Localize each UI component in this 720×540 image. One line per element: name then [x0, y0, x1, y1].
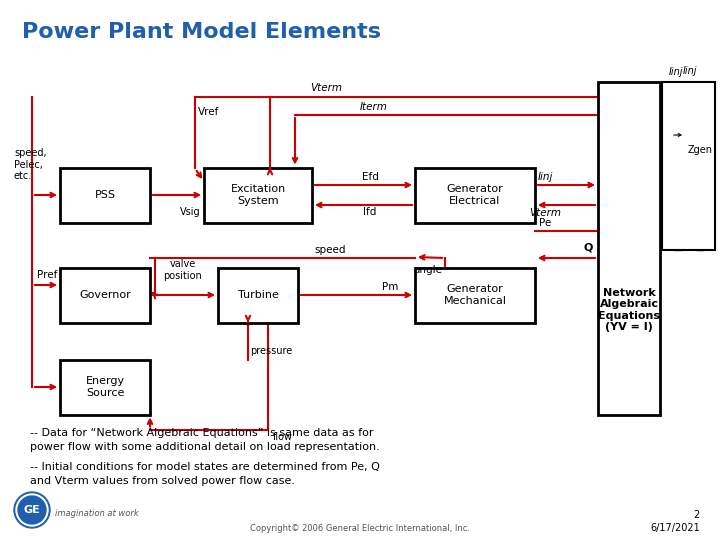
Text: imagination at work: imagination at work	[55, 509, 139, 517]
Text: Generator
Mechanical: Generator Mechanical	[444, 284, 506, 306]
Bar	[60, 360, 150, 415]
Text: Governor: Governor	[79, 290, 131, 300]
Text: Copyright© 2006 General Electric International, Inc.: Copyright© 2006 General Electric Interna…	[250, 524, 470, 533]
Bar	[415, 267, 535, 322]
Text: valve
position: valve position	[163, 259, 202, 281]
Text: 2: 2	[694, 510, 700, 520]
Text: flow: flow	[273, 433, 293, 442]
Text: Excitation
System: Excitation System	[230, 184, 286, 206]
Text: Pref: Pref	[37, 270, 58, 280]
Bar	[204, 167, 312, 222]
Text: Efd: Efd	[361, 172, 379, 182]
Text: Turbine: Turbine	[238, 290, 279, 300]
Circle shape	[14, 492, 50, 528]
Text: Power Plant Model Elements: Power Plant Model Elements	[22, 22, 381, 42]
Text: 6/17/2021: 6/17/2021	[650, 523, 700, 533]
Text: Network
Algebraic
Equations
(YV = I): Network Algebraic Equations (YV = I)	[598, 288, 660, 333]
Bar	[218, 267, 298, 322]
Text: Generator
Electrical: Generator Electrical	[446, 184, 503, 206]
Bar	[415, 167, 535, 222]
Text: Vterm: Vterm	[310, 83, 342, 93]
Text: angle: angle	[413, 265, 442, 275]
Text: Zgen: Zgen	[688, 145, 713, 155]
Text: Iinj: Iinj	[537, 172, 553, 182]
Text: Energy
Source: Energy Source	[86, 376, 125, 398]
Text: Iinj: Iinj	[683, 66, 697, 76]
Text: Vsig: Vsig	[180, 207, 201, 217]
Text: Iinj: Iinj	[669, 67, 683, 77]
Text: Iterm: Iterm	[360, 102, 388, 112]
Text: PSS: PSS	[94, 190, 115, 200]
Text: Ifd: Ifd	[364, 207, 377, 217]
Text: Pe: Pe	[539, 218, 551, 227]
Text: Vref: Vref	[198, 107, 220, 117]
Bar	[60, 267, 150, 322]
Circle shape	[18, 496, 46, 524]
Bar	[60, 167, 150, 222]
Bar	[662, 82, 715, 250]
Text: Pm: Pm	[382, 282, 398, 292]
Circle shape	[16, 494, 48, 526]
Text: pressure: pressure	[250, 347, 292, 356]
Text: GE: GE	[24, 505, 40, 515]
Text: speed: speed	[314, 245, 346, 255]
Text: -- Initial conditions for model states are determined from Pe, Q
and Vterm value: -- Initial conditions for model states a…	[30, 462, 380, 486]
Text: -- Data for “Network Algebraic Equations” is same data as for
power flow with so: -- Data for “Network Algebraic Equations…	[30, 428, 379, 452]
Text: speed,
Pelec,
etc.: speed, Pelec, etc.	[14, 148, 47, 181]
Text: Q: Q	[584, 243, 593, 253]
Text: Vterm: Vterm	[529, 208, 561, 218]
Bar	[598, 82, 660, 415]
